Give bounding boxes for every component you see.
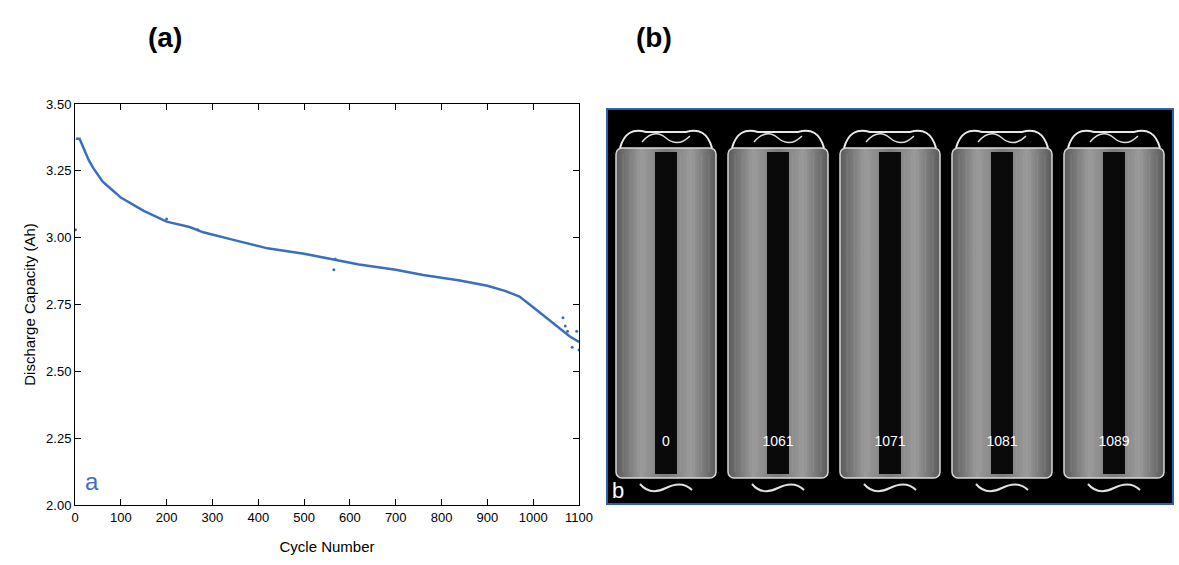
svg-text:500: 500 <box>293 510 315 525</box>
svg-text:b: b <box>612 478 624 503</box>
svg-text:1089: 1089 <box>1098 433 1129 449</box>
html-text:(b): (b) <box>636 22 672 53</box>
svg-text:300: 300 <box>202 510 224 525</box>
svg-text:0: 0 <box>662 433 670 449</box>
svg-text:800: 800 <box>431 510 453 525</box>
svg-text:1081: 1081 <box>986 433 1017 449</box>
svg-text:100: 100 <box>110 510 132 525</box>
svg-text:3.25: 3.25 <box>46 163 71 178</box>
svg-text:400: 400 <box>247 510 269 525</box>
svg-text:1071: 1071 <box>874 433 905 449</box>
svg-text:1061: 1061 <box>762 433 793 449</box>
svg-text:1100: 1100 <box>565 510 593 525</box>
svg-text:900: 900 <box>477 510 499 525</box>
svg-text:200: 200 <box>156 510 178 525</box>
svg-text:a: a <box>85 468 99 495</box>
svg-text:Cycle Number: Cycle Number <box>279 538 374 555</box>
svg-text:2.75: 2.75 <box>46 297 71 312</box>
svg-text:0: 0 <box>71 510 78 525</box>
svg-text:2.25: 2.25 <box>46 431 71 446</box>
svg-text:3.50: 3.50 <box>46 97 71 112</box>
svg-text:3.00: 3.00 <box>46 230 71 245</box>
svg-text:2.00: 2.00 <box>46 498 71 513</box>
svg-text:1000: 1000 <box>519 510 548 525</box>
svg-text:Discharge Capacity (Ah): Discharge Capacity (Ah) <box>21 223 38 386</box>
svg-text:700: 700 <box>385 510 407 525</box>
html-text:(a): (a) <box>148 22 183 53</box>
svg-text:2.50: 2.50 <box>46 364 71 379</box>
svg-text:600: 600 <box>339 510 361 525</box>
